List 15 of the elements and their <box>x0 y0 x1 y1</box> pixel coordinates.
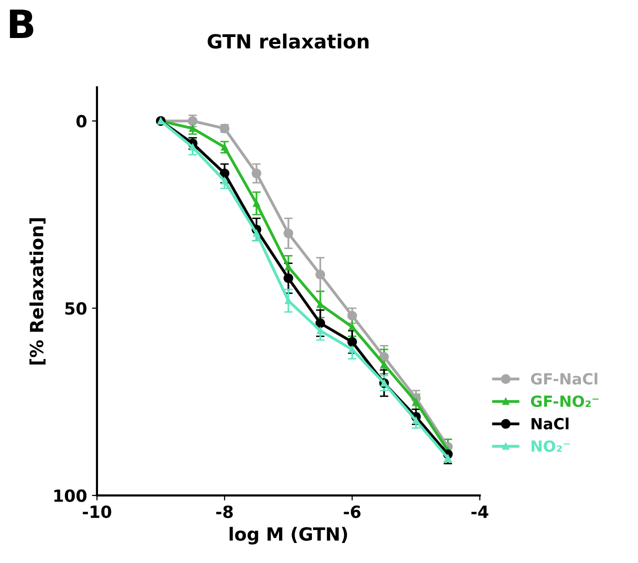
chart-title: GTN relaxation <box>208 34 369 49</box>
y-axis-title: [% Relaxation] <box>29 218 46 364</box>
legend-label: GF-NO₂⁻ <box>530 395 599 408</box>
x-tick-label: -4 <box>471 506 488 518</box>
text: B <box>10 10 34 38</box>
y-tick-label: 100 <box>54 489 86 502</box>
legend-label: GF-NaCl <box>530 372 598 385</box>
x-tick-label: -10 <box>82 505 112 518</box>
x-tick-label: -6 <box>344 505 361 518</box>
x-tick-label: -8 <box>216 505 233 518</box>
legend-label: NaCl <box>532 418 568 430</box>
legend-label: NO₂⁻ <box>532 440 570 452</box>
x-axis-title: log M (GTN) <box>230 526 348 544</box>
y-tick-label: 50 <box>65 302 86 315</box>
y-tick-label: 0 <box>76 114 86 128</box>
